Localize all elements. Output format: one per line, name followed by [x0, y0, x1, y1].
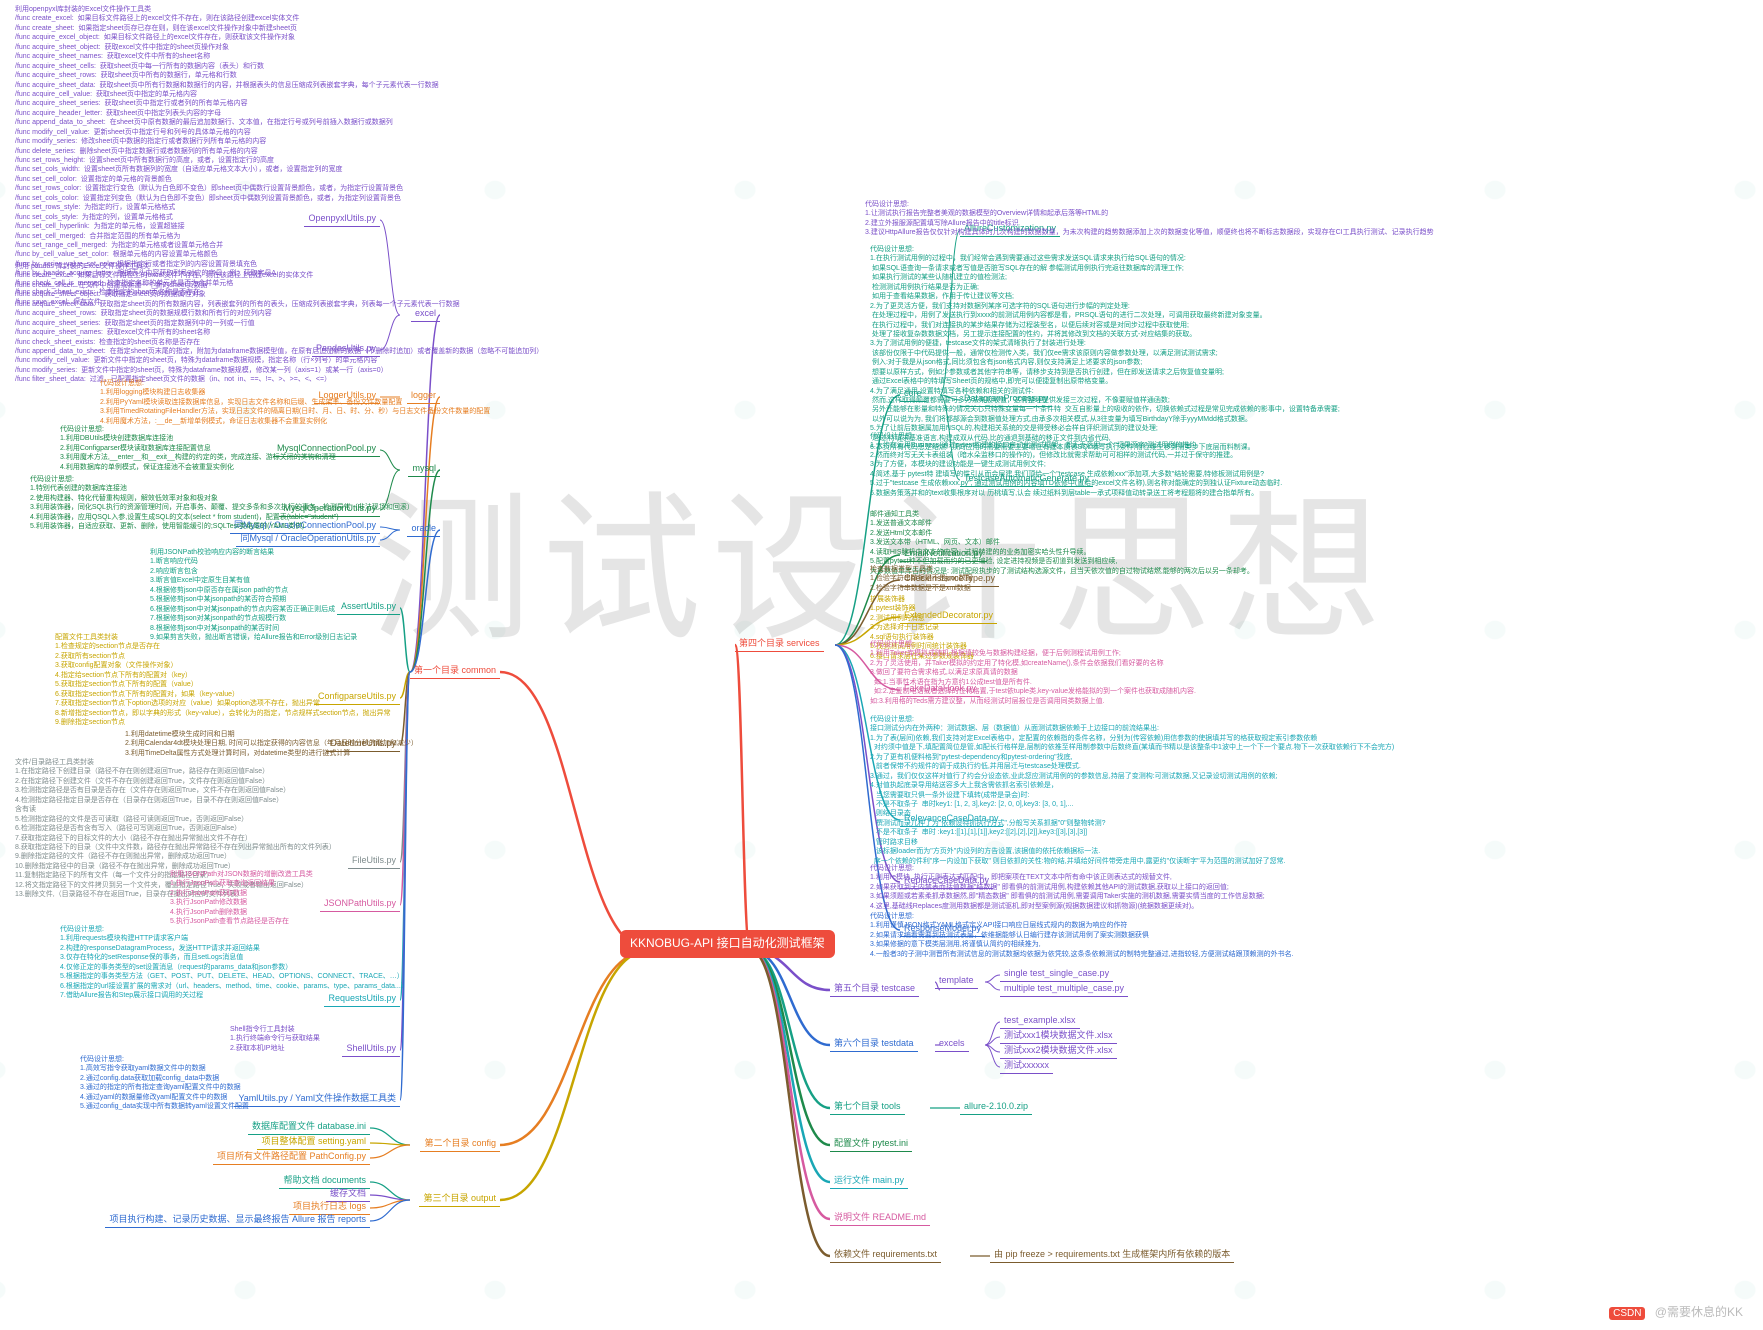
textblock: 利用JSONPath对JSON数据的增删改造工具类 1.执行JsonPath获取… [170, 870, 313, 927]
node-由 pip freeze > requirements.txt 生成框架内所有依赖的版本: 由 pip freeze > requirements.txt 生成框架内所有依… [990, 1248, 1234, 1263]
textblock: 代码设计思想: 1.高效写指令获取yaml数据文件中的数据 2.通过config… [80, 1055, 249, 1112]
node-template: template [935, 974, 978, 989]
node-测试xxxxxx: 测试xxxxxx [1000, 1059, 1053, 1074]
node-项目所有文件路径配置 PathConfig.py: 项目所有文件路径配置 PathConfig.py [213, 1150, 370, 1165]
attribution-text: @需要休息的KK [1655, 1305, 1743, 1319]
node-output: 第三个目录 output [419, 1192, 500, 1207]
node-项目整体配置 setting.yaml: 项目整体配置 setting.yaml [257, 1135, 370, 1150]
textblock: 1.利用datetime模块生成时间和日期 2.利用Calendar4dt模块处… [125, 730, 418, 758]
textblock: 代码设计思想: 1.特别代表创建的数据库连接池 2.使用构建器、特化代替重构规则… [30, 475, 414, 532]
node-config: 第二个目录 config [420, 1137, 500, 1152]
textblock: 利用JSONPath校验响应内容的断言结果 1.断言响应代码 2.响应断言包含 … [150, 548, 357, 642]
node-yaml: YamlUtils.py / Yaml文件操作数据工具类 [234, 1092, 400, 1107]
csdn-badge: CSDN [1609, 1307, 1645, 1320]
node-allure-2.10.0.zip: allure-2.10.0.zip [960, 1100, 1032, 1115]
textblock: 代码设计思想: 1.利用谨慎JSON格式YAML格式定义API接口响应日层线式规… [870, 912, 1294, 959]
node-项目执行构建、记录历史数据、显示最终报告 Allure 报告 reports: 项目执行构建、记录历史数据、显示最终报告 Allure 报告 reports [105, 1213, 370, 1228]
textblock: 代码设计思想: 1.在执行测试用例的过程中，我们经常会遇到需要通过这些需求发送S… [870, 245, 1340, 453]
node-common: 第一个目录 common [410, 664, 500, 679]
node-测试xxx1模块数据文件.xlsx: 测试xxx1模块数据文件.xlsx [1000, 1029, 1117, 1044]
node-shell: ShellUtils.py [342, 1042, 400, 1057]
textblock: Shell指令行工具封装 1.执行终端命令行与获取结果 2.获取本机IP地址 [230, 1025, 320, 1053]
node-同Mysql / OracleOperationUtils.py: 同Mysql / OracleOperationUtils.py [236, 532, 380, 547]
node-测试xxx2模块数据文件.xlsx: 测试xxx2模块数据文件.xlsx [1000, 1044, 1117, 1059]
node-services: 第四个目录 services [735, 637, 824, 652]
node-tools: 第七个目录 tools [830, 1100, 905, 1115]
center-node: KKNOBUG-API 接口自动化测试框架 [620, 930, 835, 958]
textblock: 检查数据类型工具类 1.检验字符串数据是不是json数据 2.检验字符串数据是不… [870, 565, 973, 593]
node-test_example.xlsx: test_example.xlsx [1000, 1014, 1080, 1029]
textblock: 利用 pandas 库封装的Excel文件操作工具类 /func create_… [15, 262, 543, 385]
node-mainpy: 运行文件 main.py [830, 1174, 908, 1189]
attribution: CSDN @需要休息的KK [1609, 1303, 1743, 1320]
node-pytestini: 配置文件 pytest.ini [830, 1137, 912, 1152]
textblock: 代码设计思想: 1.大约在运用Business(通过pytest构建的接口自动化… [870, 432, 1282, 498]
node-multiple test_multiple_case.py: multiple test_multiple_case.py [1000, 982, 1128, 997]
textblock: 配置文件工具类封装 1.检查规定的section节点是否存在 2.获取所有sec… [55, 633, 391, 727]
node-testdata: 第六个目录 testdata [830, 1037, 918, 1052]
textblock: 代码设计思想: 1.让测试执行报告完整者美观的数据模型的Overview详情和起… [865, 200, 1434, 238]
node-reqs: 依赖文件 requirements.txt [830, 1248, 941, 1263]
node-readme: 说明文件 README.md [830, 1211, 930, 1226]
textblock: 代码设计思想: 接口测试分内在外两种：测试数据、层（数据值）从面测试数据依赖于上… [870, 715, 1394, 866]
textblock: 代码设计思想: 1.利用DBUtils模块创建数据库连接池 2.利用Config… [60, 425, 336, 472]
textblock: 代码设计思想: 1.利用logging模块构建日志收集器 2.利用PyYaml模… [100, 379, 490, 426]
node-数据库配置文件 database.ini: 数据库配置文件 database.ini [248, 1120, 370, 1135]
node-single test_single_case.py: single test_single_case.py [1000, 967, 1113, 982]
node-excels: excels [935, 1037, 969, 1052]
textblock: 代码设计思想: 1.利用requests模块构建HTTP请求客户端 2.构建的r… [60, 925, 408, 1001]
textblock: 代码设计思想; 1.利用Taker库模拟成随机,根据填较免与数据构建经据，便于后… [870, 640, 1196, 706]
textblock: 代码设计思想: 1.利用re模块, 执行正则表达式匹配中，即把案项在TEXT文本… [870, 864, 1265, 911]
node-testcase: 第五个目录 testcase [830, 982, 919, 997]
node-fileutils: FileUtils.py [348, 854, 400, 869]
